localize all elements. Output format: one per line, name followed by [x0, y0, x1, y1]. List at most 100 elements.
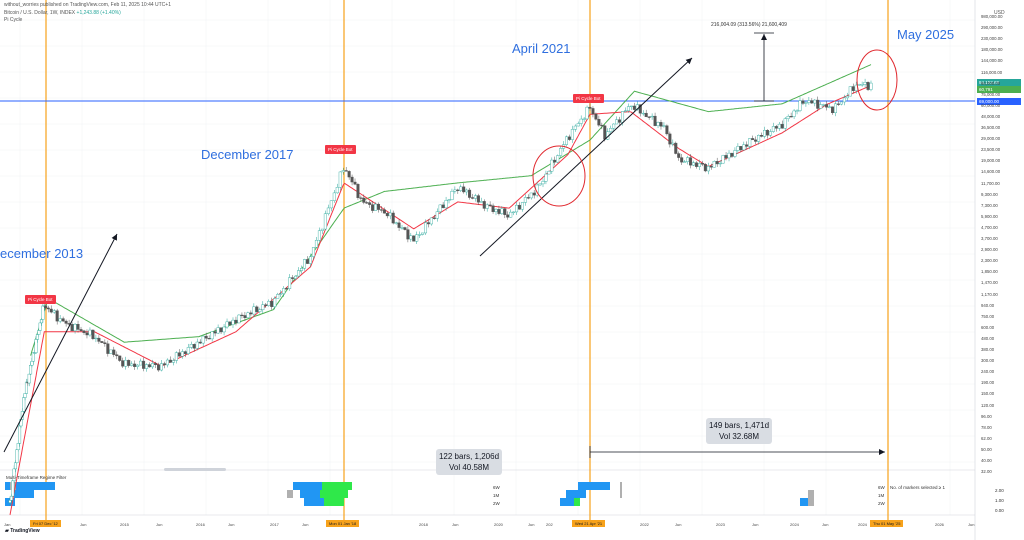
price-tag-ma: 60,791: [977, 86, 1021, 93]
candle-body: [44, 305, 48, 309]
candle-body: [674, 142, 678, 154]
candle-body: [677, 153, 681, 158]
candle-body: [85, 332, 89, 336]
candle-body: [600, 124, 604, 127]
candle-body: [727, 152, 731, 159]
candle-body: [394, 222, 398, 224]
cycle-date-label: Fri 07 Dec '12: [30, 520, 61, 527]
candle-body: [154, 363, 158, 365]
x-tick-label: Jun: [968, 522, 975, 527]
candle-body: [680, 157, 684, 163]
candle-body: [362, 197, 366, 203]
candle-body: [780, 123, 784, 129]
brand-name: TradingView: [10, 528, 40, 534]
candle-body: [16, 443, 20, 450]
candle-body: [151, 363, 155, 368]
candle-body: [518, 204, 522, 210]
candle-body: [763, 130, 767, 137]
candle-body: [500, 208, 504, 214]
x-tick-label-partial: 202: [546, 522, 553, 527]
candle-body: [13, 462, 17, 470]
y-tick-label: 230,000.00: [981, 36, 1003, 42]
candle-body: [742, 144, 746, 151]
candle-body: [273, 298, 277, 307]
mtf-block: [620, 482, 622, 498]
y-tick-label: 32.00: [981, 469, 992, 475]
candle-body: [588, 106, 592, 109]
era-label-2017: December 2017: [201, 147, 294, 162]
candle-body: [459, 186, 463, 191]
tv-logo-mark: ▰: [5, 528, 9, 534]
candle-body: [46, 307, 50, 310]
candle-body: [270, 301, 274, 307]
candle-body: [576, 123, 580, 127]
candle-body: [252, 306, 256, 315]
ma-111-line: [9, 85, 872, 515]
y-tick-label: 9,300.00: [981, 191, 998, 197]
candle-body: [869, 82, 873, 90]
candle-body: [686, 157, 690, 162]
candle-body: [653, 115, 657, 126]
candle-body: [145, 364, 149, 369]
candle-body: [204, 335, 208, 339]
candle-body: [471, 197, 475, 199]
y-tick-label: 1,470.00: [981, 280, 998, 286]
candle-body: [689, 157, 693, 166]
x-tick-label: 2017: [270, 522, 279, 527]
candle-body: [429, 217, 433, 225]
candle-body: [453, 189, 457, 192]
y-tick-label: 96.00: [981, 413, 992, 419]
candle-body: [482, 201, 486, 209]
measure-box-left-vol: Vol 40.58M: [448, 463, 490, 472]
candle-body: [385, 212, 389, 217]
candle-body: [246, 312, 250, 318]
candle-body: [623, 110, 627, 112]
candle-body: [697, 162, 701, 167]
measure-box-left-bars: 122 bars, 1,206d: [438, 452, 500, 461]
candle-body: [671, 142, 675, 145]
candle-body: [37, 330, 41, 335]
y-tick-label: 29,000.00: [981, 136, 1001, 142]
candle-body: [165, 359, 169, 366]
mtf-scale-mid: 1.00: [995, 498, 1004, 503]
era-label-2013: ecember 2013: [0, 246, 84, 261]
y-tick-label: 19,000.00: [981, 158, 1001, 164]
mtf-block: [304, 498, 324, 506]
candle-body: [213, 331, 217, 334]
candle-body: [314, 239, 318, 248]
symbol-line: Bitcoin / U.S. Dollar, 1W, INDEX +1,243.…: [4, 10, 121, 16]
candle-body: [335, 187, 339, 194]
candle-body: [612, 123, 616, 129]
x-tick-label: Jun: [228, 522, 235, 527]
candle-body: [656, 122, 660, 126]
mtf-block: [320, 490, 348, 498]
mtf-right-2w: 2W: [878, 501, 885, 506]
y-tick-label: 290,000.00: [981, 25, 1003, 31]
cycle-date-label: Thu 01 May '25: [870, 520, 904, 527]
candle-body: [219, 327, 223, 333]
x-tick-label: 2015: [120, 522, 129, 527]
candle-body: [124, 359, 128, 367]
candle-body: [237, 314, 241, 324]
candle-body: [432, 217, 436, 219]
candle-body: [771, 126, 775, 132]
candle-body: [55, 310, 59, 322]
candle-body: [171, 360, 175, 363]
pi-cycle-label-2021: Pi Cycle Bot: [573, 94, 604, 103]
highlight-circle-2025: [856, 49, 898, 111]
candle-body: [323, 213, 327, 230]
y-tick-label: 48,000.00: [981, 113, 1001, 119]
candle-body: [795, 110, 799, 112]
y-tick-label: 4,700.00: [981, 224, 998, 230]
candle-body: [368, 202, 372, 205]
candle-body: [567, 136, 571, 140]
candle-body: [177, 352, 181, 357]
mtf-block: [324, 498, 344, 506]
candle-body: [148, 364, 152, 368]
mtf-block: [14, 490, 34, 498]
candle-body: [31, 352, 35, 362]
candle-body: [509, 211, 513, 218]
mtf-row-2w: 2W: [493, 501, 500, 506]
candle-body: [712, 161, 716, 168]
